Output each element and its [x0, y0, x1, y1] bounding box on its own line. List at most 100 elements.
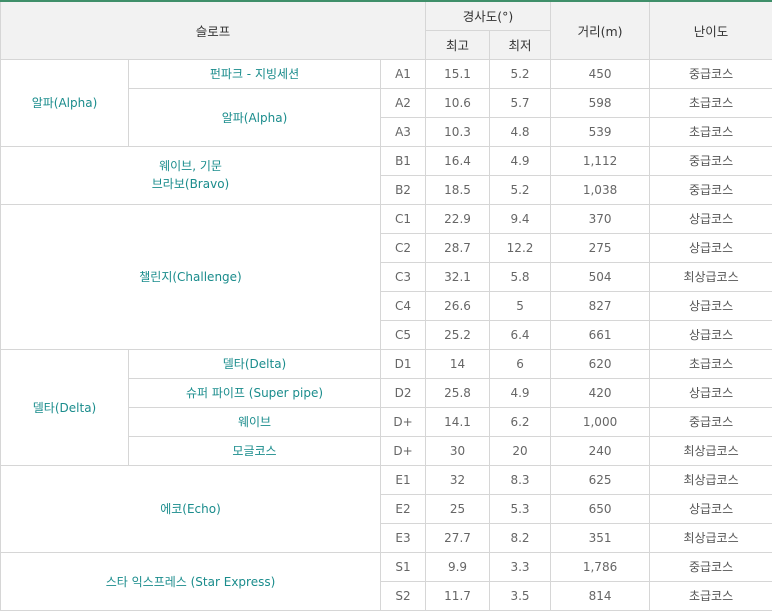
max-cell: 10.3 — [425, 116, 491, 147]
table-row: 슈퍼 파이프 (Super pipe) D2 25.8 4.9 420 상급코스 — [1, 377, 772, 408]
slope-name-cell: 슈퍼 파이프 (Super pipe) — [128, 377, 381, 408]
distance-cell: 814 — [550, 580, 651, 611]
min-cell: 5.2 — [489, 174, 552, 205]
distance-cell: 598 — [550, 87, 651, 118]
code-cell: C3 — [379, 261, 427, 292]
slope-name-cell: 알파(Alpha) — [128, 87, 381, 147]
code-cell: E1 — [379, 464, 427, 495]
table-row: A3 10.3 4.8 539 초급코스 — [1, 116, 772, 147]
max-cell: 18.5 — [425, 174, 491, 205]
max-cell: 27.7 — [425, 522, 491, 553]
max-cell: 32 — [425, 464, 491, 495]
difficulty-cell: 초급코스 — [649, 116, 772, 147]
header-distance: 거리(m) — [550, 0, 651, 60]
slope-name-cell: 펀파크 - 지빙세션 — [128, 58, 381, 89]
max-cell: 25.2 — [425, 319, 491, 350]
distance-cell: 275 — [550, 232, 651, 263]
max-cell: 26.6 — [425, 290, 491, 321]
distance-cell: 1,786 — [550, 551, 651, 582]
code-cell: A2 — [379, 87, 427, 118]
min-cell: 9.4 — [489, 203, 552, 234]
code-cell: E2 — [379, 493, 427, 524]
distance-cell: 420 — [550, 377, 651, 408]
distance-cell: 625 — [550, 464, 651, 495]
max-cell: 10.6 — [425, 87, 491, 118]
difficulty-cell: 최상급코스 — [649, 261, 772, 292]
code-cell: S2 — [379, 580, 427, 611]
table-row: 에코(Echo) E1 32 8.3 625 최상급코스 — [0, 464, 772, 553]
difficulty-cell: 상급코스 — [649, 232, 772, 263]
difficulty-cell: 중급코스 — [649, 174, 772, 205]
slope-name-cell: 모글코스 — [128, 435, 381, 466]
code-cell: E3 — [379, 522, 427, 553]
difficulty-cell: 중급코스 — [649, 58, 772, 89]
table-row: C2 28.7 12.2 275 상급코스 — [1, 232, 772, 263]
code-cell: B2 — [379, 174, 427, 205]
code-cell: D+ — [379, 435, 427, 466]
difficulty-cell: 상급코스 — [649, 319, 772, 350]
max-cell: 25.8 — [425, 377, 491, 408]
difficulty-cell: 중급코스 — [649, 551, 772, 582]
distance-cell: 351 — [550, 522, 651, 553]
header-min: 최저 — [489, 29, 552, 60]
table-row: 스타 익스프레스 (Star Express) S1 9.9 3.3 1,786… — [0, 551, 772, 611]
min-cell: 12.2 — [489, 232, 552, 263]
difficulty-cell: 최상급코스 — [649, 522, 772, 553]
distance-cell: 1,000 — [550, 406, 651, 437]
difficulty-cell: 상급코스 — [649, 203, 772, 234]
header-slope-degree: 경사도(°) — [425, 0, 552, 31]
min-cell: 5.7 — [489, 87, 552, 118]
area-cell: 스타 익스프레스 (Star Express) — [0, 551, 381, 611]
distance-cell: 450 — [550, 58, 651, 89]
code-cell: A1 — [379, 58, 427, 89]
distance-cell: 1,038 — [550, 174, 651, 205]
min-cell: 4.8 — [489, 116, 552, 147]
table-row: 웨이브, 기문 브라보(Bravo) B1 16.4 4.9 1,112 중급코… — [0, 145, 772, 205]
code-cell: A3 — [379, 116, 427, 147]
code-cell: D1 — [379, 348, 427, 379]
distance-cell: 240 — [550, 435, 651, 466]
table-row: 웨이브 D+ 14.1 6.2 1,000 중급코스 — [1, 406, 772, 437]
table-row: 알파(Alpha) 펀파크 - 지빙세션 A1 15.1 5.2 450 중급코… — [0, 58, 772, 147]
min-cell: 5.8 — [489, 261, 552, 292]
slope-name-cell: 웨이브 — [128, 406, 381, 437]
header-difficulty: 난이도 — [649, 0, 772, 60]
max-cell: 22.9 — [425, 203, 491, 234]
difficulty-cell: 초급코스 — [649, 348, 772, 379]
table-row: 챌린지(Challenge) C1 22.9 9.4 370 상급코스 — [0, 203, 772, 350]
difficulty-cell: 초급코스 — [649, 580, 772, 611]
difficulty-cell: 상급코스 — [649, 290, 772, 321]
table-row: B2 18.5 5.2 1,038 중급코스 — [1, 174, 772, 205]
distance-cell: 539 — [550, 116, 651, 147]
difficulty-cell: 상급코스 — [649, 493, 772, 524]
min-cell: 6.2 — [489, 406, 552, 437]
code-cell: C1 — [379, 203, 427, 234]
distance-cell: 650 — [550, 493, 651, 524]
min-cell: 5.2 — [489, 58, 552, 89]
area-cell: 알파(Alpha) — [0, 58, 129, 147]
difficulty-cell: 상급코스 — [649, 377, 772, 408]
code-cell: S1 — [379, 551, 427, 582]
distance-cell: 1,112 — [550, 145, 651, 176]
code-cell: C2 — [379, 232, 427, 263]
distance-cell: 661 — [550, 319, 651, 350]
distance-cell: 370 — [550, 203, 651, 234]
min-cell: 3.3 — [489, 551, 552, 582]
min-cell: 3.5 — [489, 580, 552, 611]
difficulty-cell: 최상급코스 — [649, 435, 772, 466]
max-cell: 32.1 — [425, 261, 491, 292]
max-cell: 9.9 — [425, 551, 491, 582]
min-cell: 6.4 — [489, 319, 552, 350]
distance-cell: 504 — [550, 261, 651, 292]
distance-cell: 620 — [550, 348, 651, 379]
min-cell: 4.9 — [489, 145, 552, 176]
area-line: 브라보(Bravo) — [151, 177, 230, 191]
min-cell: 4.9 — [489, 377, 552, 408]
code-cell: D2 — [379, 377, 427, 408]
max-cell: 16.4 — [425, 145, 491, 176]
max-cell: 28.7 — [425, 232, 491, 263]
min-cell: 5 — [489, 290, 552, 321]
area-cell: 챌린지(Challenge) — [0, 203, 381, 350]
max-cell: 14.1 — [425, 406, 491, 437]
